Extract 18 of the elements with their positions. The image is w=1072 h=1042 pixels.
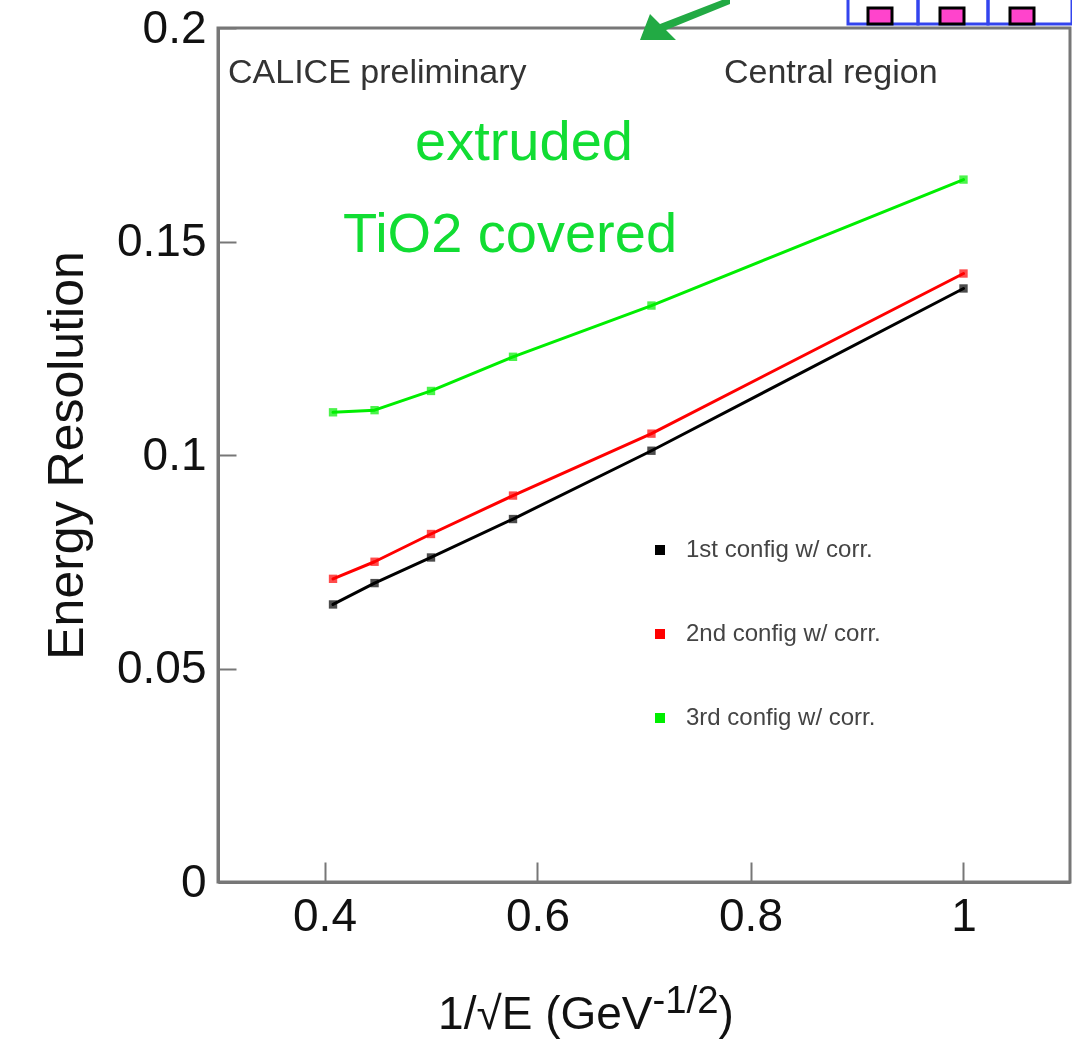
x-tick-label: 0.8	[719, 888, 783, 941]
x-tick-label: 0.6	[506, 888, 570, 941]
y-tick-label: 0.15	[116, 214, 207, 266]
legend-label: 2nd config w/ corr.	[686, 619, 881, 646]
x-axis-title: 1/√E (GeV$^{-1/2}$)	[437, 978, 735, 1041]
annotation: Central region	[724, 52, 938, 91]
annotation: extruded	[415, 108, 633, 173]
legend-label: 1st config w/ corr.	[686, 535, 873, 562]
annotation: CALICE preliminary	[228, 52, 527, 91]
x-tick-label: 1	[951, 888, 977, 941]
y-tick-label: 0.1	[142, 427, 207, 480]
annotation: TiO2 covered	[343, 200, 678, 265]
y-axis-title: Energy Resolution	[37, 251, 94, 660]
legend-label: 3rd config w/ corr.	[686, 703, 876, 730]
y-tick-label: 0.2	[142, 0, 207, 53]
y-tick-label: 0.05	[116, 641, 207, 693]
x-tick-label: 0.4	[293, 888, 357, 941]
y-tick-label: 0	[180, 854, 207, 907]
